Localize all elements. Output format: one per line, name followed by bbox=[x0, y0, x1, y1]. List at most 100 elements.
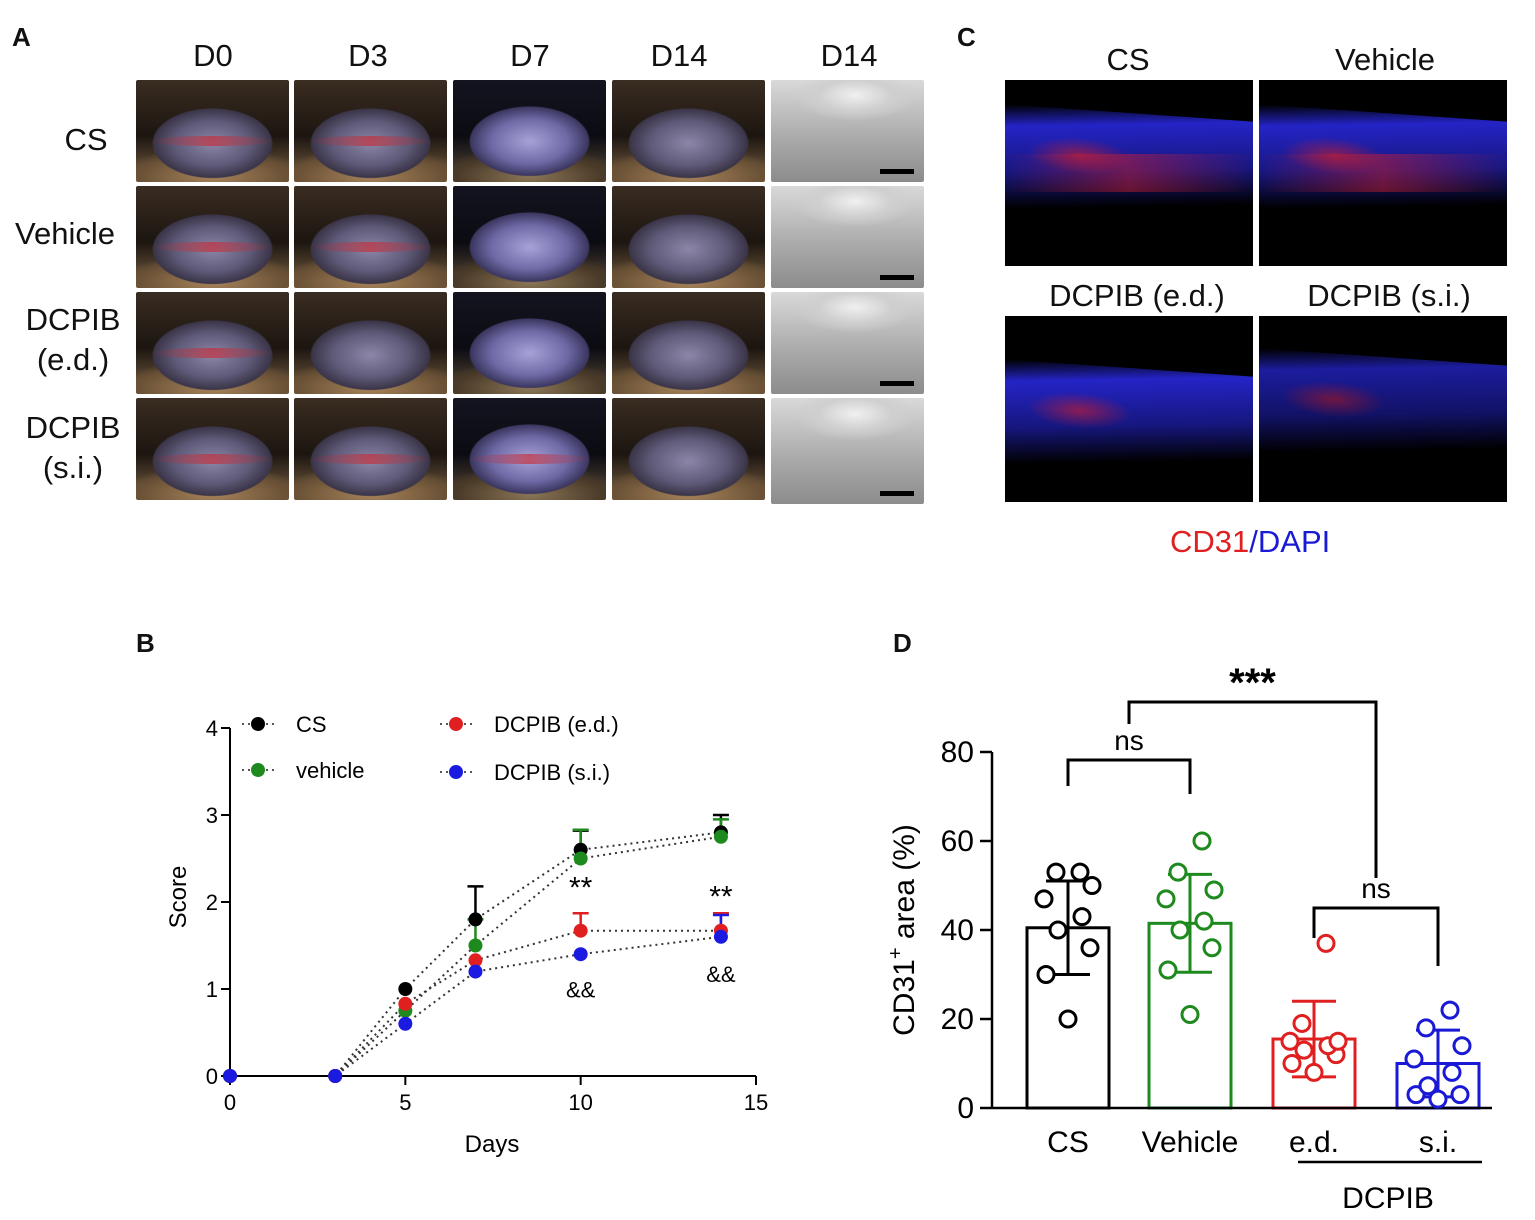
chart-d-point bbox=[1404, 1049, 1424, 1069]
chart-d-point bbox=[1072, 907, 1092, 927]
chart-d-point bbox=[1158, 960, 1178, 980]
chart-d-ylabel-rest: area (%) bbox=[888, 824, 921, 947]
stain-legend-dapi: DAPI bbox=[1257, 524, 1331, 559]
panel-letter-c: C bbox=[957, 22, 976, 52]
row-label-cs: CS bbox=[0, 120, 172, 160]
chart-b-point bbox=[398, 1016, 413, 1031]
chart-d-comparison-bracket bbox=[1066, 758, 1192, 794]
chart-d-category-label: CS bbox=[1047, 1126, 1089, 1159]
chart-b-legend-marker bbox=[449, 765, 463, 779]
row-label-dcpib-si-line1: DCPIB bbox=[25, 410, 121, 445]
chart-b-point bbox=[468, 938, 483, 953]
chart-b-point bbox=[398, 996, 413, 1011]
photo-dcpib-si-d3 bbox=[294, 398, 447, 500]
chart-d-point bbox=[1442, 1062, 1462, 1082]
photo-dcpib-si-d7 bbox=[453, 398, 606, 500]
chart-d-point bbox=[1416, 1018, 1436, 1038]
fluorescence-dcpib-si bbox=[1259, 316, 1507, 502]
chart-d-point bbox=[1046, 862, 1066, 882]
col-label-d0: D0 bbox=[193, 38, 233, 73]
chart-b-x-tick-label: 10 bbox=[568, 1090, 592, 1115]
chart-d-point bbox=[1294, 1040, 1314, 1060]
chart-d-point bbox=[1328, 1031, 1348, 1051]
scale-bar bbox=[880, 491, 914, 496]
chart-b-svg: 0 5 10 15 0 1 2 3 4 ** ** && && Days Score CS vehicl… bbox=[165, 712, 768, 1158]
chart-b-legend-label: CS bbox=[296, 712, 327, 737]
chart-d-comparison-bracket bbox=[1127, 700, 1378, 878]
chart-d-point bbox=[1440, 1000, 1460, 1020]
chart-b-point bbox=[398, 982, 413, 996]
col-label-d14: D14 bbox=[650, 38, 708, 73]
chart-d-point bbox=[1168, 862, 1188, 882]
row-label-dcpib-ed-line1: DCPIB bbox=[25, 302, 121, 337]
photo-dcpib-ed-d0 bbox=[136, 292, 289, 394]
chart-b-y-tick-label: 2 bbox=[206, 890, 218, 915]
col-label-d14-angiography: D14 bbox=[820, 38, 878, 73]
chart-d-ylabel-main: CD31 bbox=[888, 959, 921, 1036]
fluorescence-dcpib-ed bbox=[1005, 316, 1253, 502]
photo-vehicle-d7 bbox=[453, 186, 606, 288]
chart-d-y-tick-label: 20 bbox=[941, 1003, 974, 1036]
photo-vehicle-d14 bbox=[612, 186, 765, 288]
photo-dcpib-ed-d7 bbox=[453, 292, 606, 394]
chart-d-point bbox=[1450, 1085, 1470, 1105]
chart-b-ylabel: Score bbox=[165, 866, 192, 929]
chart-b-annotation: && bbox=[566, 978, 596, 1003]
row-label-vehicle: Vehicle bbox=[0, 214, 130, 254]
chart-b-legend-label: vehicle bbox=[296, 758, 364, 783]
photo-vehicle-d0 bbox=[136, 186, 289, 288]
photo-cs-d0 bbox=[136, 80, 289, 182]
chart-b-x-tick-label: 15 bbox=[744, 1090, 768, 1115]
chart-b-series-line bbox=[230, 929, 721, 1077]
chart-b-series-line bbox=[230, 835, 722, 1077]
photo-dcpib-ed-d14 bbox=[612, 292, 765, 394]
chart-d-point bbox=[1280, 1031, 1300, 1051]
chart-b-y-tick-label: 4 bbox=[206, 716, 218, 741]
panel-letter-b: B bbox=[136, 628, 155, 658]
photo-dcpib-si-d14 bbox=[612, 398, 765, 500]
scale-bar bbox=[880, 275, 914, 280]
chart-d-comparison-label: *** bbox=[1229, 661, 1276, 705]
chart-d-point bbox=[1418, 1076, 1438, 1096]
chart-b-x-tick-label: 0 bbox=[224, 1090, 236, 1115]
chart-d-point bbox=[1082, 876, 1102, 895]
chart-d-svg: 0 20 40 60 80 ns ns *** CS Vehicle e.d. s.i. CD31… bbox=[885, 661, 1492, 1215]
stain-legend: CD31/DAPI bbox=[1170, 524, 1330, 560]
row-label-dcpib-ed: DCPIB (e.d.) bbox=[0, 300, 146, 380]
chart-b-point bbox=[468, 964, 483, 979]
chart-d-point bbox=[1156, 889, 1176, 909]
chart-d-comparison-label: ns bbox=[1114, 725, 1144, 756]
stain-legend-cd31: CD31 bbox=[1170, 524, 1250, 559]
row-label-vehicle-line1: Vehicle bbox=[15, 216, 115, 251]
row-label-dcpib-si: DCPIB (s.i.) bbox=[0, 408, 146, 488]
chart-b-x-tick-label: 5 bbox=[399, 1090, 411, 1115]
chart-d-point bbox=[1316, 933, 1336, 953]
chart-d-y-tick-label: 0 bbox=[957, 1092, 974, 1125]
chart-d-point bbox=[1070, 862, 1090, 882]
chart-b-annotation: ** bbox=[569, 872, 593, 905]
chart-b-legend-label: DCPIB (e.d.) bbox=[494, 712, 619, 737]
chart-d-point bbox=[1036, 965, 1056, 984]
row-label-dcpib-ed-line2: (e.d.) bbox=[36, 342, 110, 377]
chart-d-point bbox=[1048, 920, 1068, 940]
chart-b-annotation: && bbox=[706, 962, 736, 987]
row-label-cs-line1: CS bbox=[64, 122, 108, 157]
chart-d-point bbox=[1204, 880, 1224, 900]
chart-b-y-tick-label: 0 bbox=[206, 1064, 218, 1089]
fluorescence-cs bbox=[1005, 80, 1253, 266]
chart-d-ylabel: CD31+ area (%) bbox=[885, 824, 921, 1036]
chart-d-y-tick-label: 40 bbox=[941, 914, 974, 947]
scale-bar bbox=[880, 381, 914, 386]
chart-b-point bbox=[468, 912, 483, 927]
fluo-title-dcpib-ed: DCPIB (e.d.) bbox=[1049, 278, 1225, 313]
chart-b-point bbox=[573, 923, 588, 938]
chart-b-legend-marker bbox=[251, 763, 265, 777]
photo-dcpib-si-d0 bbox=[136, 398, 289, 500]
chart-b-point bbox=[468, 953, 483, 968]
chart-d-point bbox=[1282, 1054, 1302, 1073]
chart-b-xlabel: Days bbox=[465, 1131, 520, 1158]
chart-d-comparison-bracket bbox=[1312, 906, 1440, 966]
chart-d-point bbox=[1080, 938, 1100, 958]
chart-b-point bbox=[223, 1069, 237, 1083]
chart-b-point bbox=[328, 1069, 343, 1083]
